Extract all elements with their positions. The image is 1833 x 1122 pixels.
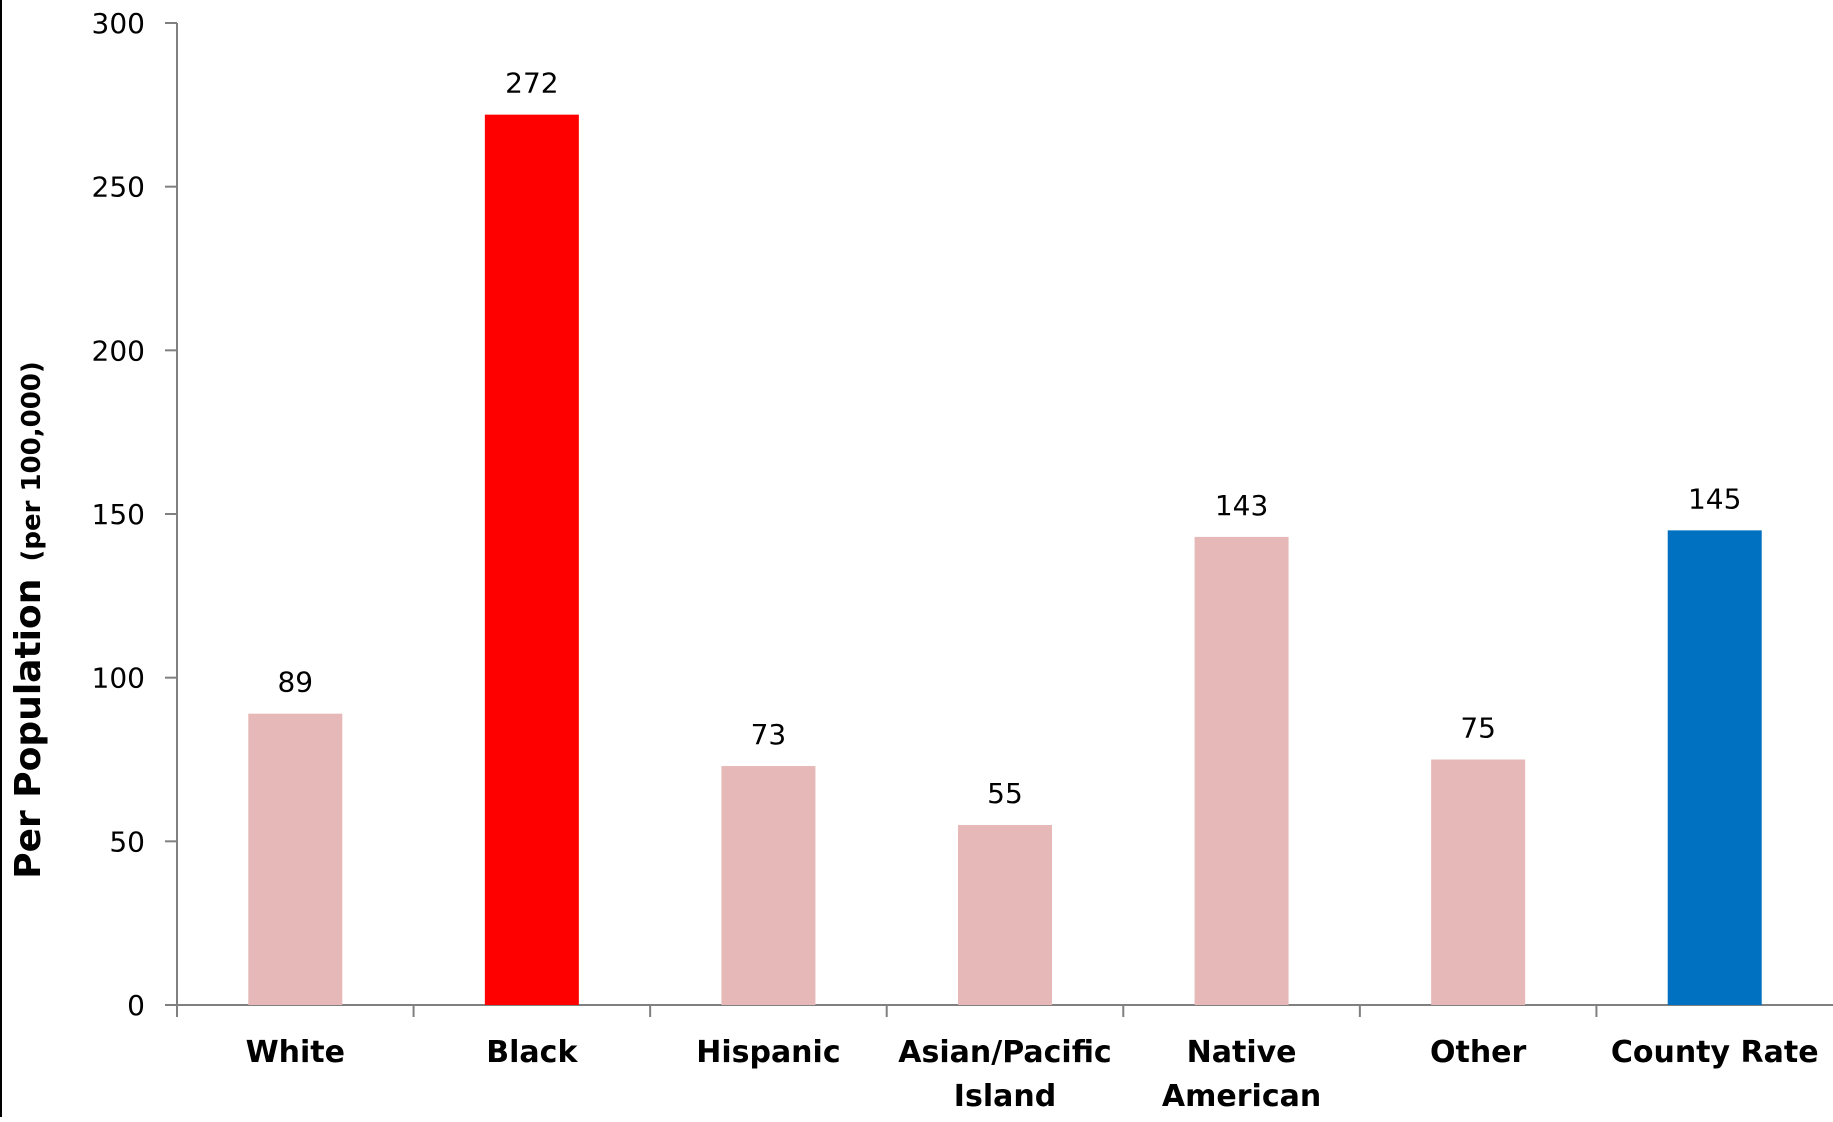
category-label-line: American	[1162, 1079, 1321, 1114]
category-label: White	[246, 1035, 345, 1070]
data-label: 89	[277, 666, 313, 699]
y-tick-label: 300	[92, 7, 145, 40]
data-label: 55	[987, 777, 1023, 810]
y-tick-label: 50	[109, 825, 145, 858]
data-labels: 89 272 73 55 143 75 145	[277, 67, 1741, 810]
y-tick-label: 100	[92, 662, 145, 695]
bar	[721, 766, 816, 1005]
bars	[248, 114, 1762, 1006]
y-tick-label: 250	[92, 171, 145, 204]
data-label: 143	[1215, 489, 1268, 522]
category-label: Native American	[1162, 1035, 1321, 1114]
data-label: 75	[1460, 712, 1496, 745]
data-label: 73	[751, 718, 787, 751]
bar	[248, 713, 343, 1005]
category-label: Hispanic	[696, 1035, 840, 1070]
category-label: Other	[1430, 1035, 1527, 1070]
bar	[1194, 536, 1289, 1005]
y-axis-label: Per Population	[8, 579, 49, 879]
category-label: County Rate	[1611, 1035, 1819, 1070]
bar	[1431, 759, 1526, 1005]
category-label-line: Other	[1430, 1035, 1527, 1070]
left-border-line	[0, 0, 2, 1117]
y-tick-label: 0	[127, 989, 145, 1022]
category-label-line: Asian/Pacific	[898, 1035, 1111, 1070]
y-axis-unit: (per 100,000)	[17, 361, 47, 561]
y-tick-label: 200	[92, 334, 145, 367]
category-label: Black	[486, 1035, 578, 1070]
category-label-line: Hispanic	[696, 1035, 840, 1070]
data-label: 145	[1688, 482, 1741, 515]
category-label: Asian/Pacific Island	[898, 1035, 1111, 1114]
category-label-line: County Rate	[1611, 1035, 1819, 1070]
bar	[484, 114, 579, 1006]
y-axis-title: Per Population (per 100,000)	[8, 361, 49, 879]
bar	[1667, 530, 1762, 1005]
svg-text:Per Population (per 10: Per Population (per 100,000)	[8, 361, 49, 879]
category-label-line: Island	[954, 1079, 1056, 1114]
data-label: 272	[505, 67, 558, 100]
axes: 0 50 100 150 200 250 300	[92, 7, 1833, 1022]
category-labels: White Black Hispanic Asian/Pacific Island Nat…	[246, 1035, 1819, 1114]
y-tick-label: 150	[92, 498, 145, 531]
bar	[958, 824, 1052, 1005]
category-label-line: Black	[486, 1035, 578, 1070]
category-label-line: Native	[1187, 1035, 1297, 1070]
category-label-line: White	[246, 1035, 345, 1070]
